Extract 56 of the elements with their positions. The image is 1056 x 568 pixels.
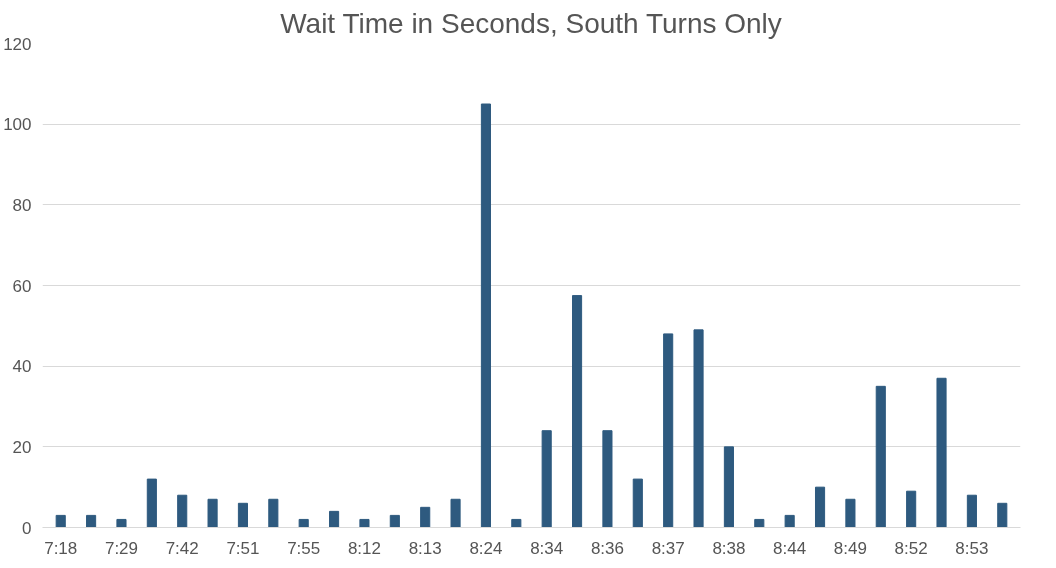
bar bbox=[298, 518, 309, 528]
x-tick-label: 7:55 bbox=[287, 538, 321, 558]
bar bbox=[693, 329, 704, 528]
bar bbox=[906, 490, 917, 528]
bar bbox=[541, 430, 552, 528]
bar bbox=[875, 385, 886, 528]
x-tick-label: 8:52 bbox=[894, 538, 928, 558]
x-tick-label: 8:53 bbox=[955, 538, 989, 558]
bar bbox=[936, 377, 947, 528]
y-tick-label: 20 bbox=[12, 437, 32, 457]
x-tick-label: 8:34 bbox=[530, 538, 564, 558]
x-tick-label: 8:38 bbox=[712, 538, 746, 558]
bar bbox=[480, 103, 491, 528]
y-tick-label: 100 bbox=[3, 115, 32, 135]
bar bbox=[177, 494, 188, 528]
x-tick-label: 7:42 bbox=[165, 538, 199, 558]
x-tick-label: 8:44 bbox=[773, 538, 807, 558]
bar bbox=[86, 514, 97, 528]
bar bbox=[237, 502, 249, 528]
x-tick-label: 7:18 bbox=[44, 538, 78, 558]
x-tick-label: 8:37 bbox=[651, 538, 685, 558]
bar bbox=[572, 295, 583, 528]
bar bbox=[663, 333, 674, 528]
bar bbox=[814, 486, 826, 528]
y-tick-label: 0 bbox=[22, 518, 32, 538]
x-tick-label: 7:29 bbox=[104, 538, 139, 558]
bar bbox=[268, 498, 279, 528]
y-tick-label: 80 bbox=[12, 195, 32, 215]
x-tick-label: 8:12 bbox=[347, 538, 381, 558]
bar bbox=[997, 502, 1008, 528]
bar bbox=[420, 506, 431, 528]
bar bbox=[55, 514, 66, 528]
x-tick-label: 8:13 bbox=[408, 538, 442, 558]
bar bbox=[116, 518, 127, 528]
bar bbox=[784, 514, 795, 528]
bar bbox=[389, 514, 400, 528]
y-tick-label: 40 bbox=[12, 357, 32, 377]
bar bbox=[602, 430, 613, 528]
bar bbox=[754, 518, 765, 528]
bar bbox=[359, 518, 370, 528]
x-tick-label: 8:36 bbox=[590, 538, 624, 558]
chart-title: Wait Time in Seconds, South Turns Only bbox=[280, 7, 782, 39]
y-tick-label: 60 bbox=[12, 276, 32, 296]
x-tick-label: 8:24 bbox=[469, 538, 503, 558]
bar bbox=[146, 478, 157, 528]
bar bbox=[723, 446, 734, 528]
y-tick-label: 120 bbox=[3, 34, 32, 54]
x-tick-label: 8:49 bbox=[833, 538, 867, 558]
bar bbox=[632, 478, 643, 528]
x-tick-label: 7:51 bbox=[226, 538, 260, 558]
bar bbox=[511, 518, 522, 528]
bar bbox=[329, 510, 340, 528]
bar bbox=[207, 498, 218, 528]
bar bbox=[450, 498, 461, 528]
bar bbox=[966, 494, 977, 528]
bar bbox=[845, 498, 856, 528]
